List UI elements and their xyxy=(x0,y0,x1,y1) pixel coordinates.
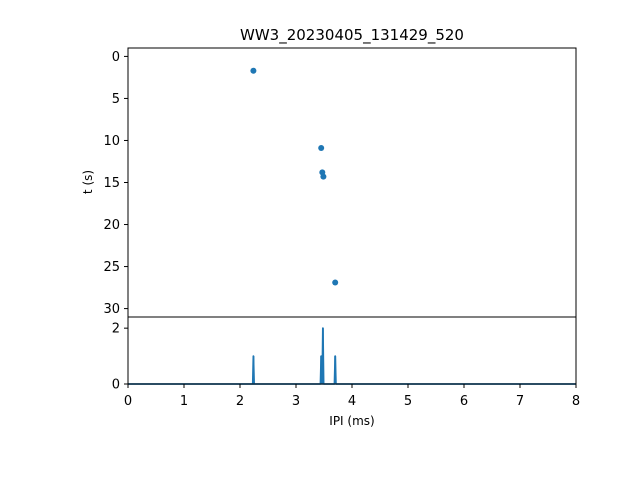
scatter-point-1 xyxy=(318,145,325,151)
bottom-axes-frame xyxy=(127,316,577,385)
xtick-label-3: 3 xyxy=(292,394,300,409)
bottom-ytick-label-1: 2 xyxy=(112,322,120,337)
top-ytick-label-0: 0 xyxy=(112,50,120,65)
ipi-histogram-line xyxy=(128,327,576,385)
top-ytick-label-3: 15 xyxy=(103,176,120,191)
y-axis-label: t (s) xyxy=(81,170,95,194)
top-ytick-label-5: 25 xyxy=(103,260,120,275)
scatter-point-3 xyxy=(320,173,327,180)
xtick-label-5: 5 xyxy=(404,394,412,409)
top-axes-frame xyxy=(127,47,577,318)
xtick-label-0: 0 xyxy=(124,394,132,409)
top-ytick-label-2: 10 xyxy=(103,134,120,149)
x-axis-label: IPI (ms) xyxy=(329,414,374,428)
top-panel: 0 5 10 15 20 25 30 xyxy=(103,47,577,318)
xtick-label-6: 6 xyxy=(460,394,468,409)
top-ytick-label-6: 30 xyxy=(103,302,120,317)
xtick-label-1: 1 xyxy=(180,394,188,409)
top-ytick-label-4: 20 xyxy=(103,218,120,233)
xtick-label-2: 2 xyxy=(236,394,244,409)
chart-title: WW3_20230405_131429_520 xyxy=(240,26,464,45)
xtick-label-7: 7 xyxy=(516,394,524,409)
scatter-point-4 xyxy=(332,279,339,286)
xtick-label-4: 4 xyxy=(348,394,356,409)
bottom-panel: 0 2 0 1 2 3 4 5 6 7 8 xyxy=(112,316,580,409)
top-ytick-label-1: 5 xyxy=(112,92,120,107)
scatter-point-0 xyxy=(250,67,257,74)
bottom-ytick-label-0: 0 xyxy=(112,378,120,393)
xtick-label-8: 8 xyxy=(572,394,580,409)
